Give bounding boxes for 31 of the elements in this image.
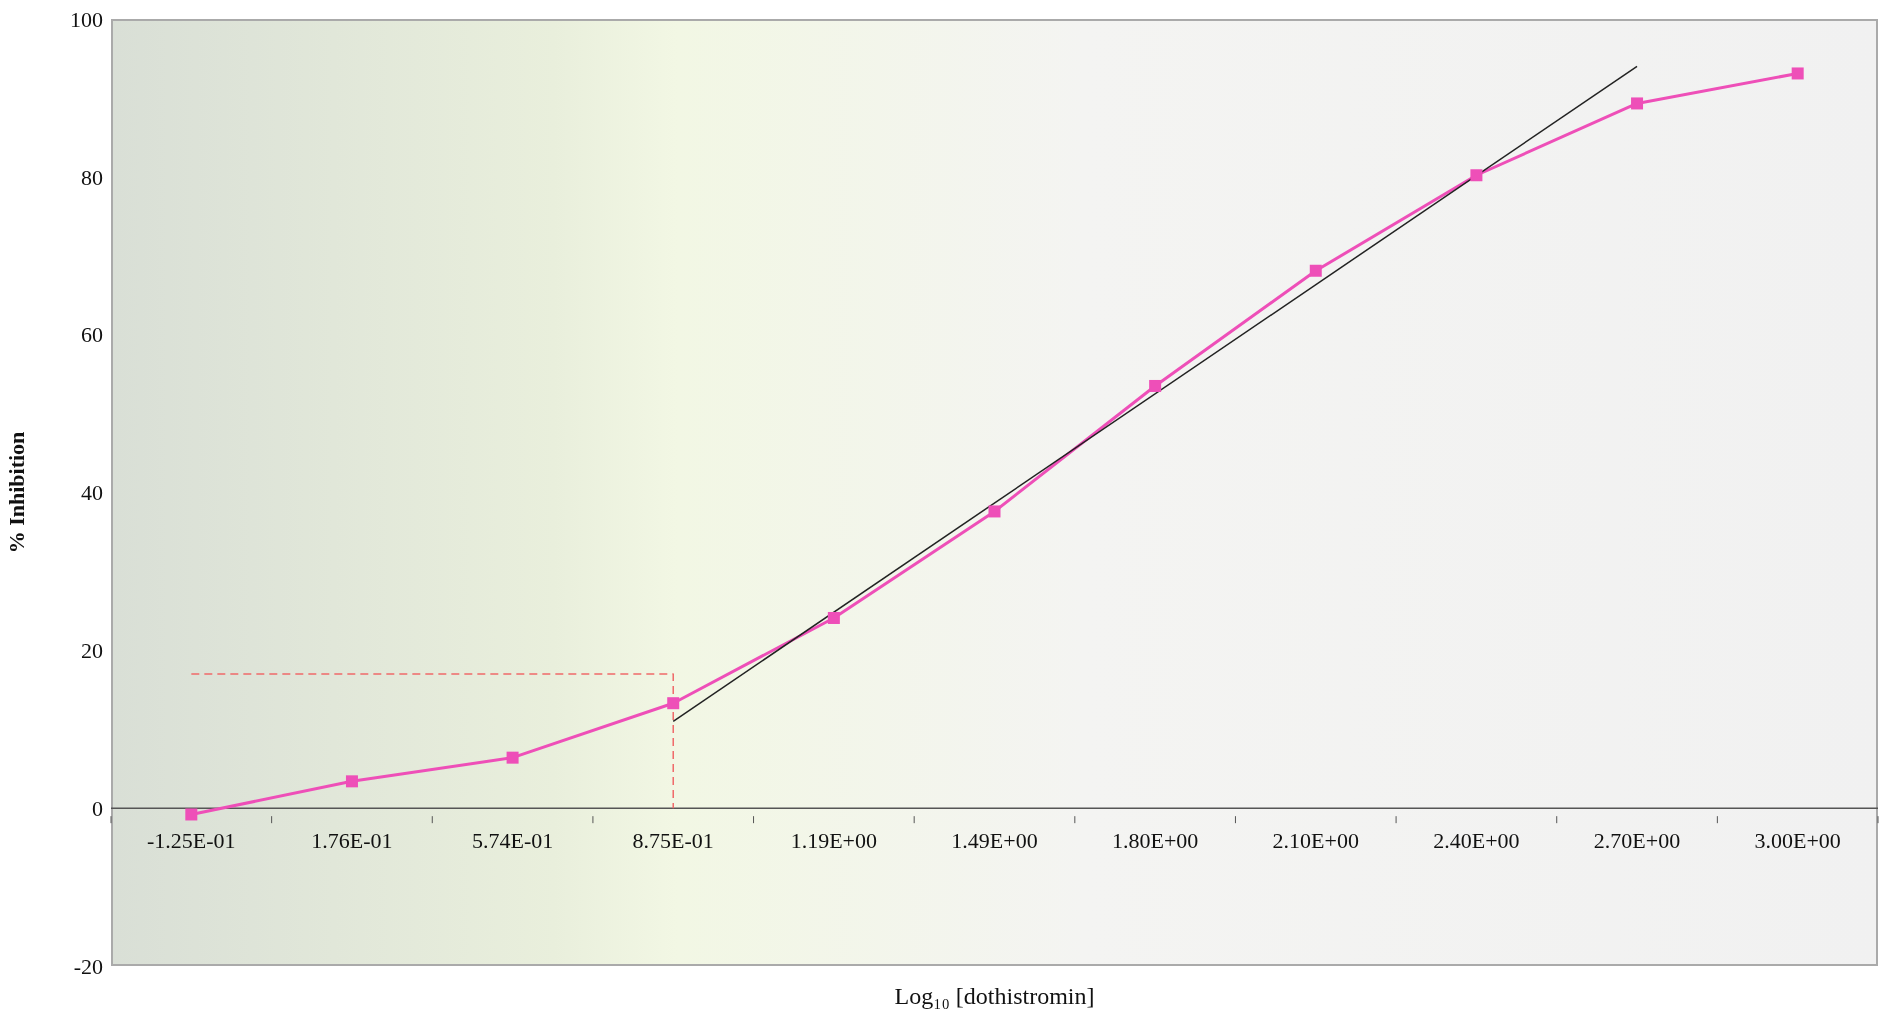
point bbox=[988, 505, 1001, 518]
y-tick-label: 0 bbox=[92, 795, 103, 821]
point bbox=[1149, 379, 1162, 392]
y-tick-label: 40 bbox=[81, 480, 103, 506]
y-tick-label: 60 bbox=[81, 322, 103, 348]
x-axis-title: Log₁₀ [dothistromin] bbox=[894, 983, 1095, 1009]
x-tick-label: 1.19E+00 bbox=[790, 828, 878, 854]
y-tick-label: 20 bbox=[81, 638, 103, 664]
point bbox=[1470, 169, 1483, 182]
x-tick-label: 2.70E+00 bbox=[1593, 828, 1681, 854]
point bbox=[185, 808, 198, 821]
x-tick-label: 2.40E+00 bbox=[1433, 828, 1520, 854]
x-tick-label: -1.25E-01 bbox=[147, 828, 236, 854]
x-tick-label: 3.00E+00 bbox=[1754, 828, 1841, 854]
point bbox=[506, 751, 519, 764]
y-tick-label: -20 bbox=[73, 953, 103, 979]
x-tick-label: 8.75E-01 bbox=[632, 828, 714, 854]
point bbox=[827, 611, 840, 624]
x-tick-label: 2.10E+00 bbox=[1272, 828, 1359, 854]
x-tick-label: 5.74E-01 bbox=[471, 828, 554, 854]
point bbox=[667, 697, 680, 710]
x-tick-label: 1.76E-01 bbox=[311, 828, 393, 854]
y-tick-label: 80 bbox=[81, 164, 103, 190]
x-tick-label: 1.49E+00 bbox=[951, 828, 1038, 854]
point bbox=[1309, 264, 1322, 277]
point bbox=[1631, 97, 1644, 110]
y-axis-title: % Inhibition bbox=[3, 431, 29, 554]
point bbox=[1791, 67, 1804, 80]
point bbox=[345, 775, 358, 788]
x-tick-label: 1.80E+00 bbox=[1111, 828, 1199, 854]
y-tick-label: 100 bbox=[70, 6, 103, 32]
